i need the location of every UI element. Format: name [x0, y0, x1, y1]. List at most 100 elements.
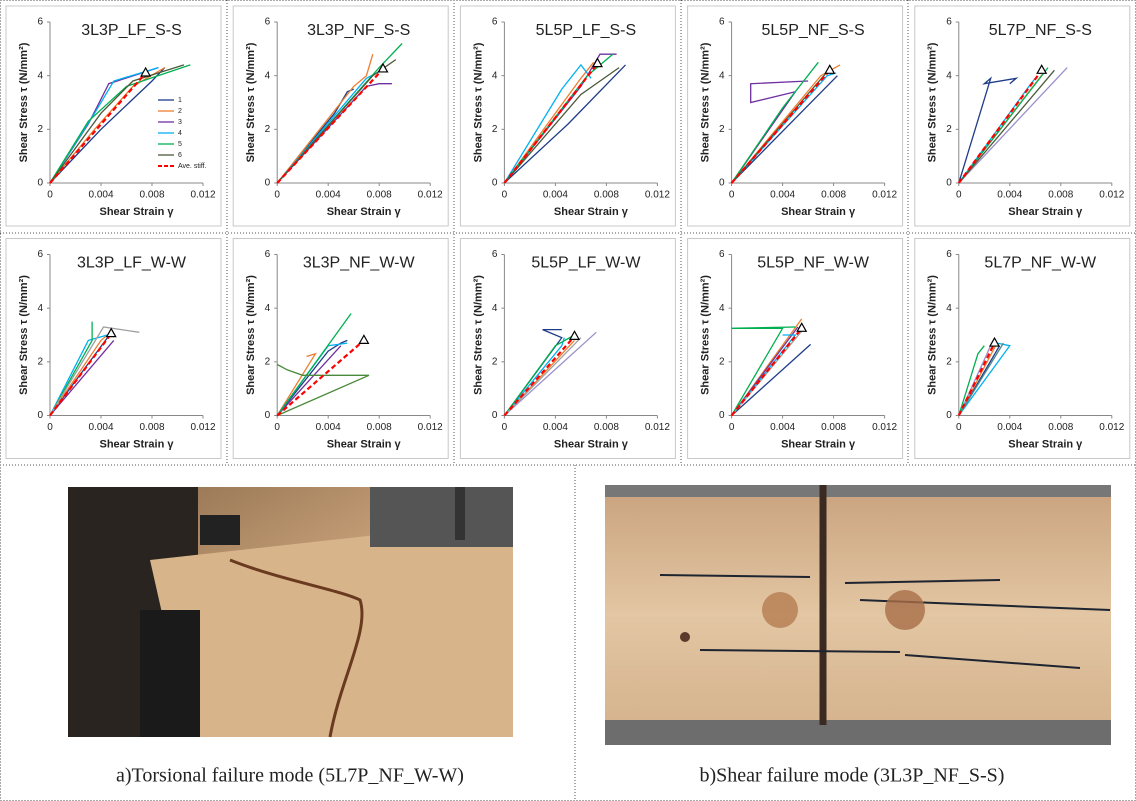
x-tick-label: 0.012 [190, 190, 215, 201]
x-tick-label: 0 [274, 422, 280, 433]
marker [591, 57, 604, 68]
series-line [958, 69, 1055, 184]
y-axis-label: Shear Stress τ (N/mm²) [18, 275, 30, 395]
series-line [731, 64, 841, 184]
chart-title: 5L7P_NF_W-W [984, 255, 1097, 272]
panel [459, 5, 676, 227]
x-tick-label: 0.012 [872, 422, 897, 433]
series-line [958, 342, 1004, 416]
series-line [49, 72, 147, 184]
y-axis-label: Shear Stress τ (N/mm²) [18, 42, 30, 162]
series-line [49, 326, 140, 416]
x-tick-label: 0.004 [543, 190, 568, 201]
y-tick-label: 0 [265, 178, 271, 189]
x-tick-label: 0.012 [645, 422, 670, 433]
y-axis-label: Shear Stress τ (N/mm²) [927, 42, 939, 162]
x-tick-label: 0.004 [316, 422, 341, 433]
panel [459, 238, 676, 459]
y-tick-label: 2 [492, 124, 498, 135]
y-tick-label: 2 [265, 124, 271, 135]
chart-title: 3L3P_LF_W-W [77, 255, 187, 272]
series-line [503, 67, 620, 184]
x-tick-label: 0 [729, 190, 735, 201]
series-line [503, 61, 595, 184]
series-line [276, 339, 365, 417]
chart-title: 5L5P_LF_S-S [536, 22, 637, 39]
series-line [503, 335, 576, 417]
y-tick-label: 2 [946, 124, 952, 135]
x-tick-label: 0 [956, 422, 962, 433]
chart-title: 5L5P_NF_W-W [757, 255, 870, 272]
series-line [276, 54, 374, 184]
caption: a)Torsional failure mode (5L7P_NF_W-W) [116, 765, 464, 787]
chart-title: 5L5P_NF_S-S [762, 22, 865, 39]
x-tick-label: 0.004 [997, 422, 1022, 433]
x-tick-label: 0.004 [543, 422, 568, 433]
x-tick-label: 0.008 [821, 422, 846, 433]
series-line [958, 345, 985, 416]
y-axis-label: Shear Stress τ (N/mm²) [245, 42, 257, 162]
marker [140, 66, 152, 77]
legend-label: 6 [178, 152, 182, 159]
series-line [957, 69, 1043, 184]
series-line [49, 64, 191, 184]
x-tick-label: 0.004 [316, 190, 341, 201]
y-tick-label: 4 [492, 70, 498, 81]
y-tick-label: 4 [37, 70, 43, 81]
series-line [731, 80, 809, 184]
x-tick-label: 0.012 [645, 190, 670, 201]
y-tick-label: 0 [719, 178, 725, 189]
series-line [503, 63, 592, 184]
x-tick-label: 0.012 [1099, 190, 1124, 201]
series-line [276, 339, 348, 416]
y-tick-label: 0 [265, 410, 271, 421]
chart-title: 5L7P_NF_S-S [989, 22, 1092, 39]
legend-label: 5 [178, 141, 182, 148]
marker [377, 62, 389, 73]
series-line [957, 342, 996, 416]
x-tick-label: 0.008 [821, 190, 846, 201]
x-axis-label: Shear Strain γ [100, 206, 175, 218]
series-line [503, 331, 597, 416]
y-axis-label: Shear Stress τ (N/mm²) [700, 42, 712, 162]
series-line [503, 64, 626, 184]
series-line [503, 334, 575, 416]
series-line [276, 345, 342, 416]
legend-label: 1 [178, 97, 182, 104]
chart-title: 5L5P_LF_W-W [531, 255, 641, 272]
x-axis-label: Shear Strain γ [1008, 206, 1083, 218]
x-tick-label: 0.008 [139, 422, 164, 433]
x-tick-label: 0 [729, 422, 735, 433]
series-line [958, 77, 1036, 184]
y-tick-label: 2 [37, 124, 43, 135]
series-line [276, 363, 370, 417]
caption: b)Shear failure mode (3L3P_NF_S-S) [700, 765, 1005, 787]
panel [914, 238, 1131, 459]
legend-label: 2 [178, 108, 182, 115]
y-axis-label: Shear Stress τ (N/mm²) [472, 275, 484, 395]
series-line [276, 68, 384, 184]
x-tick-label: 0.004 [770, 422, 795, 433]
legend-label: 4 [178, 130, 182, 137]
y-tick-label: 6 [946, 249, 952, 260]
legend-label: 3 [178, 119, 182, 126]
chart-title: 3L3P_NF_S-S [307, 22, 410, 39]
chart-title: 3L3P_NF_W-W [303, 255, 416, 272]
series-line [958, 67, 1068, 184]
marker [105, 327, 117, 338]
y-tick-label: 6 [265, 249, 271, 260]
series-line [503, 337, 565, 416]
y-tick-label: 4 [265, 70, 271, 81]
y-tick-label: 0 [492, 410, 498, 421]
x-axis-label: Shear Strain γ [100, 438, 175, 450]
y-tick-label: 6 [37, 249, 43, 260]
series-line [731, 326, 796, 416]
x-axis-label: Shear Strain γ [327, 206, 402, 218]
x-tick-label: 0.004 [770, 190, 795, 201]
series-line [49, 64, 185, 184]
panel [232, 238, 449, 459]
x-axis-label: Shear Strain γ [327, 438, 402, 450]
x-tick-label: 0.008 [1048, 190, 1073, 201]
x-tick-label: 0 [502, 190, 508, 201]
